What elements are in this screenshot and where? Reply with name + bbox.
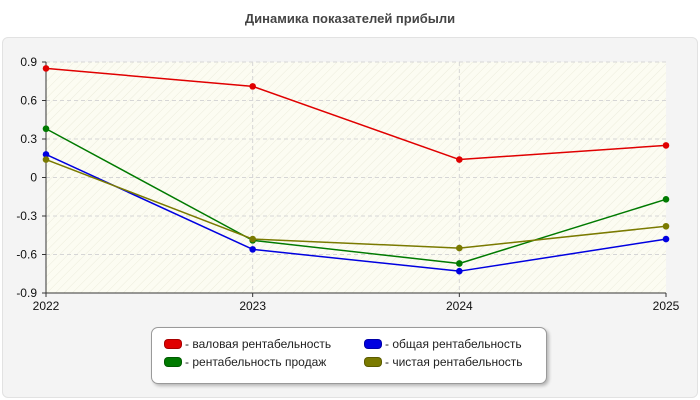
legend-label-net: чистая рентабельность (385, 355, 522, 369)
y-tick-label: -0.3 (16, 209, 37, 223)
chart-title: Динамика показателей прибыли (244, 11, 456, 26)
legend-swatch-net (364, 357, 382, 367)
x-tick-label: 2022 (33, 299, 60, 313)
legend-label-total: общая рентабельность (385, 337, 521, 351)
legend-item-total[interactable]: общая рентабельность (364, 337, 522, 351)
x-tick-label: 2025 (653, 299, 680, 313)
y-tick-label: 0.3 (20, 132, 37, 146)
x-tick-label: 2023 (239, 299, 266, 313)
data-point-4-2 (249, 235, 256, 243)
data-point-1-3 (456, 156, 463, 163)
data-point-3-1 (42, 125, 50, 133)
data-point-4-4 (662, 222, 670, 230)
x-tick-label: 2024 (446, 299, 473, 313)
y-tick-label: -0.6 (16, 248, 37, 262)
data-point-3-3 (456, 260, 463, 267)
legend-label-sales: рентабельность продаж (185, 355, 326, 369)
legend-item-net[interactable]: чистая рентабельность (364, 355, 523, 369)
data-point-1-2 (249, 83, 256, 90)
legend-swatch-total (364, 339, 382, 349)
legend: валовая рентабельность общая рентабельно… (151, 327, 547, 384)
y-tick-label: 0.9 (20, 55, 37, 69)
series-line-1 (45, 67, 667, 161)
series-line-3 (45, 128, 667, 265)
y-tick-label: 0.6 (20, 94, 37, 108)
data-point-2-2 (249, 246, 256, 253)
data-point-4-1 (42, 156, 50, 163)
y-tick-label: 0 (30, 171, 37, 185)
data-point-4-3 (456, 244, 463, 252)
data-point-2-3 (456, 267, 463, 275)
series-line-4 (45, 158, 667, 249)
legend-label-gross: валовая рентабельность (185, 337, 331, 351)
series-line-2 (45, 153, 667, 272)
data-point-1-4 (662, 142, 670, 149)
legend-swatch-sales (164, 357, 182, 367)
y-tick-label: -0.9 (16, 286, 37, 300)
legend-item-sales[interactable]: рентабельность продаж (164, 355, 326, 369)
data-point-3-4 (662, 196, 670, 203)
data-point-2-1 (42, 151, 50, 158)
legend-swatch-gross (164, 339, 182, 349)
data-point-1-1 (42, 65, 50, 72)
legend-item-gross[interactable]: валовая рентабельность (164, 337, 331, 351)
data-point-2-4 (662, 235, 670, 243)
